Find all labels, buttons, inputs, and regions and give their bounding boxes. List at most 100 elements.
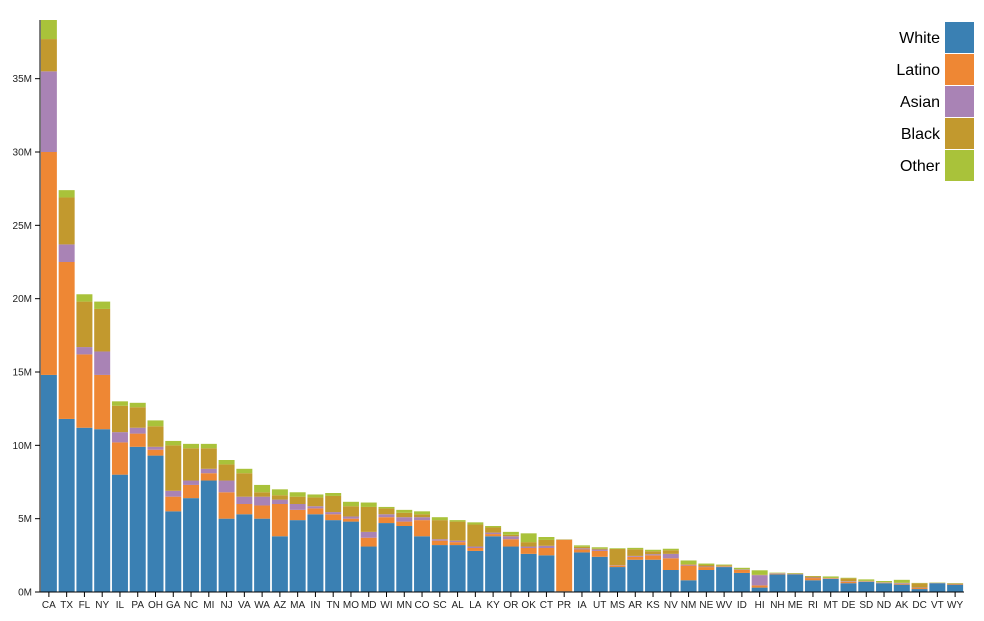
x-tick-label: CO <box>415 600 430 611</box>
bar-segment-black-sc <box>431 520 448 540</box>
bar-segment-latino-nh <box>769 573 786 575</box>
x-tick-label: VA <box>238 600 251 611</box>
x-tick-label: OR <box>503 600 518 611</box>
bar-segment-other-fl <box>76 294 93 302</box>
bar-segment-white-in <box>307 514 324 592</box>
bar-segment-latino-tx <box>58 262 75 419</box>
bar-segment-asian-wa <box>254 496 271 506</box>
bar-segment-white-nd <box>876 583 893 592</box>
bar-segment-white-de <box>840 583 857 592</box>
bar-segment-black-ks <box>645 551 662 555</box>
bar-segment-white-ms <box>609 567 626 592</box>
bar-segment-other-ny <box>94 301 111 309</box>
bar-segment-white-id <box>733 572 750 592</box>
bar-segment-latino-ri <box>804 578 821 581</box>
bar-segment-asian-or <box>502 536 519 540</box>
bar-segment-white-dc <box>911 589 928 592</box>
bar-segment-white-ri <box>804 580 821 592</box>
bar-segment-latino-wy <box>947 583 964 585</box>
bar-segment-latino-or <box>502 539 519 547</box>
bar-segment-latino-nj <box>218 492 235 519</box>
x-tick-label: LA <box>469 600 482 611</box>
x-tick-label: WI <box>380 600 392 611</box>
bar-segment-black-ct <box>538 539 555 546</box>
bar-segment-white-md <box>360 546 377 592</box>
bar-segment-black-md <box>360 506 377 532</box>
y-tick-label: 30M <box>13 148 32 159</box>
bar-segment-other-il <box>111 401 128 406</box>
bar-segment-white-az <box>271 536 288 592</box>
bar-segment-other-ms <box>609 548 626 550</box>
bar-segment-asian-mo <box>342 516 359 519</box>
bar-segment-other-ia <box>573 545 590 547</box>
x-tick-label: MI <box>203 600 214 611</box>
x-tick-label: SD <box>859 600 873 611</box>
bar-segment-other-wa <box>254 484 271 493</box>
bar-segment-latino-nv <box>662 558 679 570</box>
legend-swatch-asian <box>945 86 974 117</box>
bar-segment-latino-ut <box>591 550 608 557</box>
bar-segment-other-nv <box>662 548 679 551</box>
bar-segment-latino-al <box>449 542 466 546</box>
bar-segment-asian-ct <box>538 545 555 548</box>
bar-segment-latino-in <box>307 508 324 515</box>
bar-segment-asian-az <box>271 499 288 504</box>
bar-segment-asian-mi <box>200 468 217 474</box>
y-tick-label: 10M <box>13 441 32 452</box>
x-tick-label: WA <box>254 600 270 611</box>
bar-segment-black-ne <box>698 565 715 567</box>
bar-segment-asian-il <box>111 432 128 443</box>
bar-segment-latino-mt <box>822 578 839 579</box>
x-tick-label: IL <box>116 600 125 611</box>
bar-segment-asian-mn <box>396 517 413 522</box>
bar-segment-other-ca <box>40 20 57 40</box>
bar-segment-black-de <box>840 578 857 582</box>
bar-segment-black-oh <box>147 426 164 447</box>
bar-segment-other-ut <box>591 547 608 549</box>
bar-segment-asian-nv <box>662 553 679 559</box>
bar-segment-latino-fl <box>76 354 93 428</box>
bar-segment-black-mo <box>342 506 359 517</box>
bar-segment-black-ok <box>520 542 537 547</box>
bar-segment-white-ok <box>520 553 537 592</box>
bar-segment-black-co <box>414 514 431 518</box>
x-tick-label: DC <box>912 600 926 611</box>
x-tick-label: OH <box>148 600 163 611</box>
x-tick-label: NE <box>699 600 713 611</box>
legend-swatch-black <box>945 118 974 149</box>
x-tick-label: MD <box>361 600 377 611</box>
bar-segment-latino-oh <box>147 449 164 456</box>
bar-segment-white-mt <box>822 578 839 592</box>
x-tick-label: ME <box>788 600 803 611</box>
bar-segment-latino-ms <box>609 565 626 568</box>
bar-segment-asian-va <box>236 496 253 504</box>
bar-segment-black-va <box>236 473 253 497</box>
bar-segment-white-pa <box>129 446 146 592</box>
bar-segment-latino-ct <box>538 548 555 556</box>
bar-segment-white-hi <box>751 587 768 592</box>
bar-segment-latino-pr <box>556 539 573 592</box>
bar-segment-black-fl <box>76 301 93 348</box>
bar-segment-white-nm <box>680 580 697 592</box>
bar-segment-latino-co <box>414 520 431 537</box>
legend-label-other: Other <box>900 158 941 175</box>
bar-segment-black-ar <box>627 549 644 556</box>
bar-segment-asian-hi <box>751 575 768 586</box>
bar-segment-asian-ky <box>485 532 502 535</box>
bar-segment-latino-nc <box>183 484 200 499</box>
bar-segment-asian-pa <box>129 427 146 434</box>
bar-segment-asian-ca <box>40 71 57 152</box>
bar-segment-latino-mi <box>200 473 217 481</box>
x-tick-label: TX <box>60 600 73 611</box>
x-tick-label: CT <box>540 600 553 611</box>
bar-segment-white-ma <box>289 520 306 592</box>
bar-segment-asian-ar <box>627 555 644 557</box>
x-tick-label: MN <box>396 600 412 611</box>
bar-segment-other-hi <box>751 570 768 575</box>
bar-segment-white-nv <box>662 570 679 592</box>
bar-segment-latino-ga <box>165 496 182 512</box>
bar-segment-white-ut <box>591 556 608 592</box>
x-tick-label: UT <box>593 600 606 611</box>
bar-segment-latino-ma <box>289 509 306 521</box>
